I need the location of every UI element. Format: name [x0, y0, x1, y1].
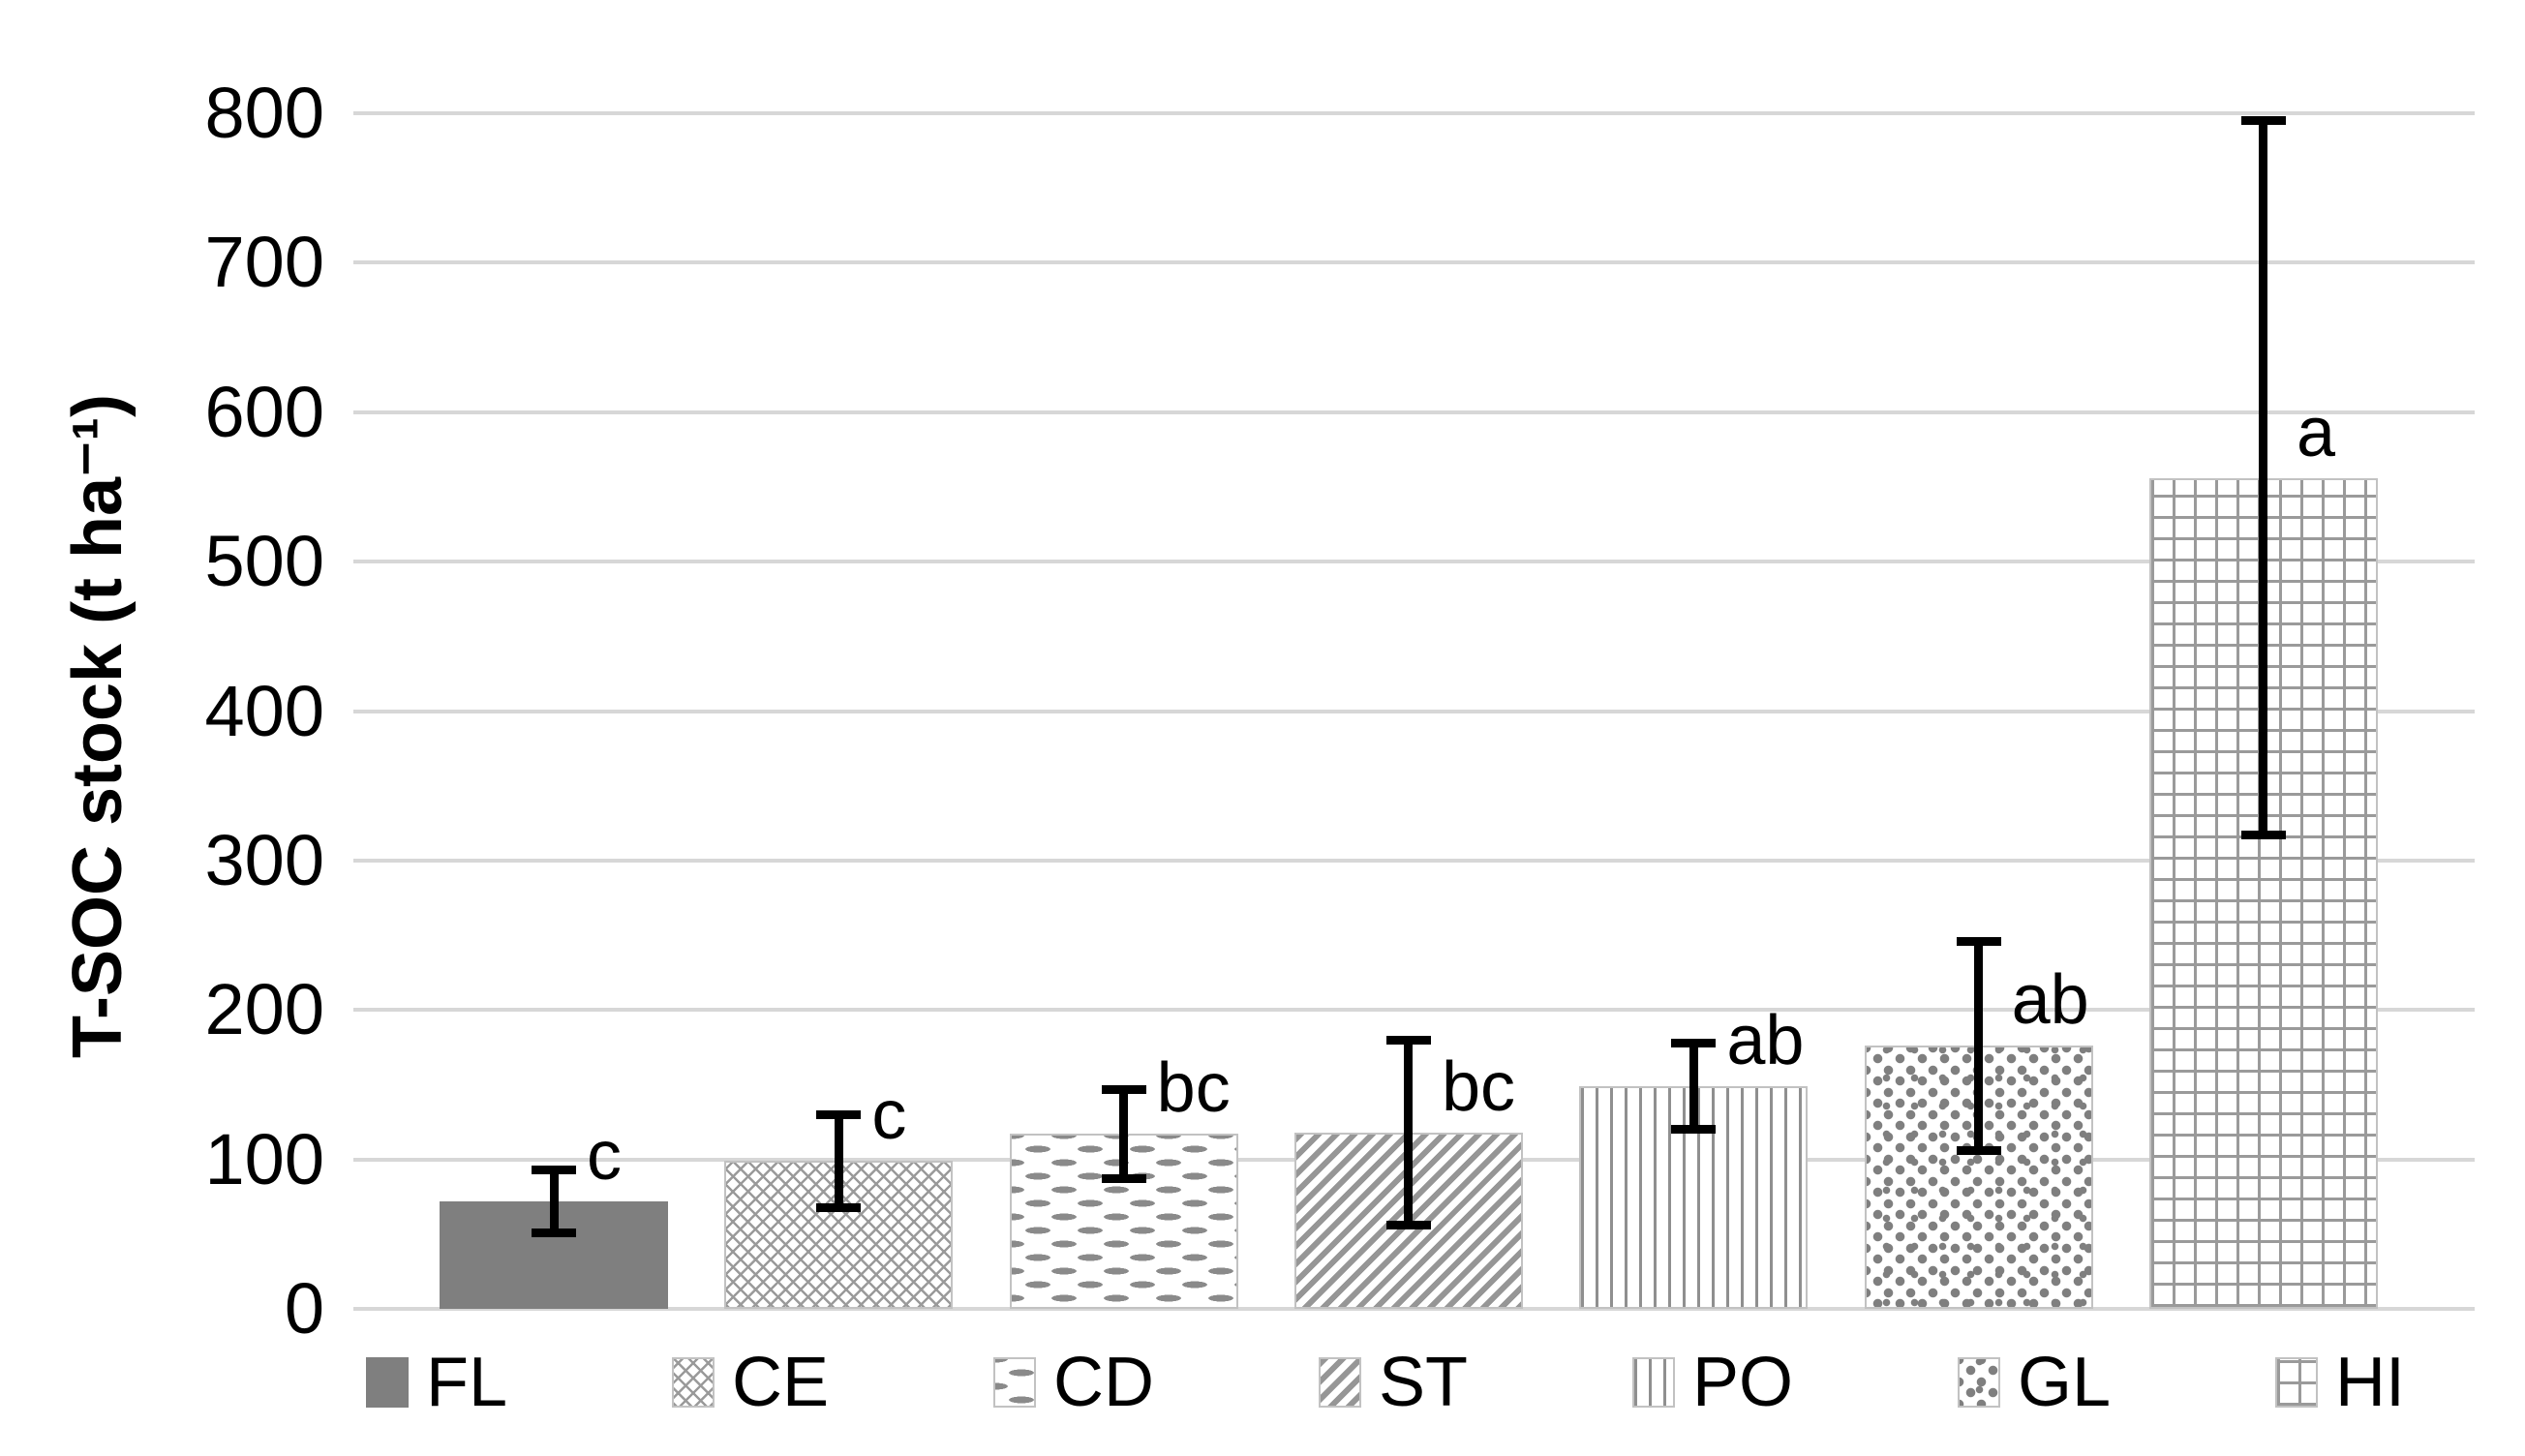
legend-item-PO: PO	[1631, 1343, 1793, 1422]
sig-letter-CD: bc	[1156, 1049, 1231, 1128]
sig-letter-ST: bc	[1441, 1047, 1516, 1126]
error-bar-cap-bottom-PO	[1671, 1125, 1717, 1135]
gridline-300	[353, 858, 2475, 863]
error-bar-cap-top-PO	[1671, 1038, 1717, 1047]
legend-swatch-FL	[366, 1357, 409, 1408]
gridline-400	[353, 709, 2475, 713]
error-bar-cap-bottom-GL	[1956, 1145, 2001, 1155]
gridline-500	[353, 560, 2475, 564]
error-bar-cap-bottom-CD	[1101, 1174, 1146, 1184]
error-bar-cap-top-CD	[1101, 1084, 1146, 1094]
gridline-0	[353, 1307, 2475, 1311]
error-bar-FL	[549, 1169, 559, 1233]
gridline-200	[353, 1008, 2475, 1013]
gridline-800	[353, 111, 2475, 115]
legend-label-HI: HI	[2334, 1344, 2405, 1421]
error-bar-cap-bottom-CE	[816, 1202, 862, 1212]
error-bar-ST	[1404, 1040, 1414, 1226]
legend-label-CD: CD	[1053, 1344, 1154, 1421]
legend-item-FL: FL	[366, 1343, 507, 1422]
bar-PO	[1579, 1085, 1809, 1309]
legend-swatch-ST	[1318, 1357, 1361, 1408]
error-bar-cap-bottom-FL	[532, 1228, 576, 1237]
gridline-600	[353, 410, 2475, 414]
error-bar-cap-top-HI	[2240, 116, 2286, 126]
y-tick-label-300: 300	[204, 819, 324, 900]
y-tick-label-200: 200	[204, 969, 324, 1050]
legend-item-ST: ST	[1318, 1343, 1468, 1422]
error-bar-CD	[1119, 1089, 1129, 1179]
y-tick-label-0: 0	[284, 1268, 324, 1349]
y-tick-label-600: 600	[204, 371, 324, 452]
legend-label-FL: FL	[426, 1344, 508, 1421]
y-tick-label-700: 700	[204, 222, 324, 303]
legend-swatch-HI	[2274, 1357, 2318, 1408]
legend-item-GL: GL	[1957, 1343, 2111, 1422]
error-bar-PO	[1688, 1043, 1698, 1130]
sig-letter-GL: ab	[2011, 961, 2089, 1040]
y-tick-label-500: 500	[204, 521, 324, 602]
sig-letter-HI: a	[2296, 393, 2336, 471]
y-tick-label-800: 800	[204, 73, 324, 153]
legend-swatch-CE	[672, 1357, 715, 1408]
error-bar-cap-bottom-ST	[1385, 1221, 1431, 1230]
legend-swatch-CD	[993, 1357, 1036, 1408]
error-bar-CE	[834, 1114, 843, 1208]
sig-letter-PO: ab	[1726, 1001, 1805, 1079]
legend: FL CE CD ST PO GL HI	[366, 1334, 2405, 1431]
gridline-700	[353, 260, 2475, 265]
error-bar-cap-top-CE	[816, 1109, 862, 1119]
legend-label-GL: GL	[2017, 1344, 2111, 1421]
legend-label-ST: ST	[1378, 1344, 1468, 1421]
legend-swatch-GL	[1957, 1357, 2000, 1408]
legend-item-CE: CE	[672, 1343, 829, 1422]
sig-letter-CE: c	[871, 1077, 907, 1155]
error-bar-cap-top-ST	[1385, 1035, 1431, 1045]
legend-item-CD: CD	[993, 1343, 1154, 1422]
error-bar-cap-top-GL	[1956, 936, 2001, 946]
sig-letter-FL: c	[587, 1116, 622, 1195]
error-bar-cap-bottom-HI	[2240, 831, 2286, 840]
legend-label-CE: CE	[732, 1344, 830, 1421]
error-bar-cap-top-FL	[532, 1165, 576, 1174]
error-bar-HI	[2259, 120, 2268, 835]
legend-item-HI: HI	[2274, 1343, 2405, 1422]
y-tick-label-400: 400	[204, 670, 324, 751]
legend-label-PO: PO	[1691, 1344, 1793, 1421]
error-bar-GL	[1974, 941, 1984, 1151]
legend-swatch-PO	[1631, 1357, 1675, 1408]
y-tick-label-100: 100	[204, 1118, 324, 1199]
